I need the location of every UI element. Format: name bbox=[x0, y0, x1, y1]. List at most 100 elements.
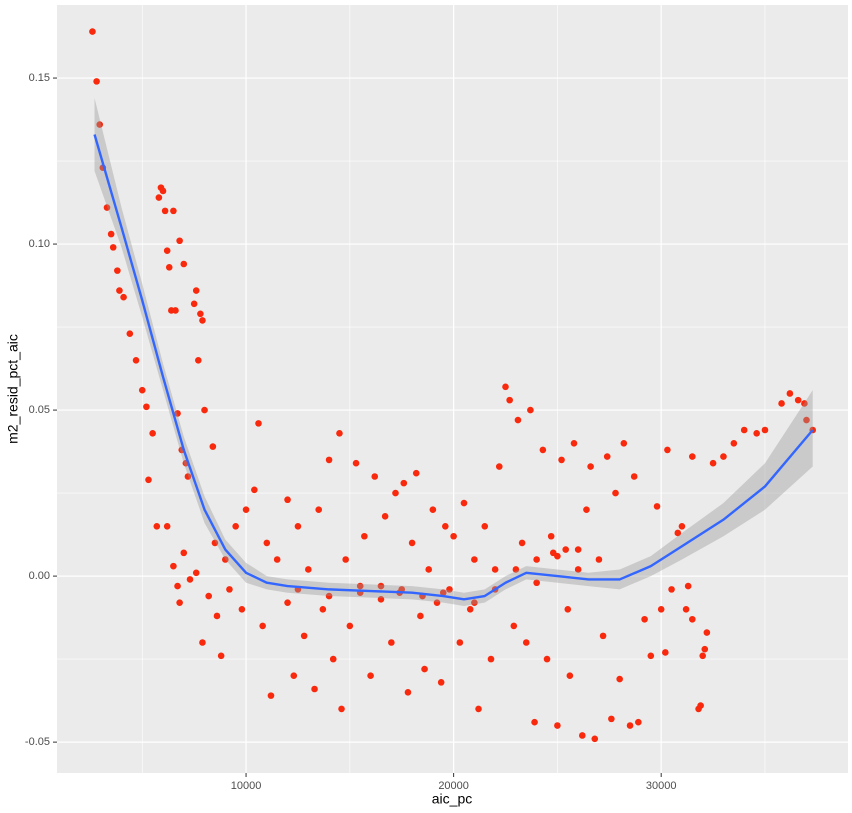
point bbox=[259, 622, 266, 630]
point bbox=[114, 267, 121, 274]
point bbox=[336, 430, 343, 437]
point bbox=[408, 539, 416, 547]
point bbox=[761, 426, 769, 434]
point bbox=[803, 416, 810, 424]
point bbox=[126, 330, 134, 338]
panel bbox=[57, 5, 848, 773]
point bbox=[255, 420, 262, 427]
point bbox=[205, 592, 212, 600]
point bbox=[547, 532, 555, 540]
point bbox=[143, 403, 150, 411]
point bbox=[180, 549, 188, 557]
y-tick-label: 0.00 bbox=[29, 570, 50, 582]
point bbox=[442, 522, 449, 530]
point bbox=[170, 207, 177, 215]
point bbox=[294, 522, 302, 530]
point bbox=[404, 689, 412, 696]
point bbox=[211, 539, 219, 547]
point bbox=[595, 556, 603, 563]
point bbox=[518, 539, 526, 547]
point bbox=[311, 685, 318, 693]
point bbox=[161, 207, 169, 215]
point bbox=[591, 735, 599, 743]
point bbox=[195, 356, 202, 364]
point bbox=[238, 606, 246, 613]
point bbox=[199, 639, 206, 646]
point bbox=[720, 453, 727, 460]
point bbox=[412, 469, 420, 477]
point bbox=[558, 456, 565, 464]
point bbox=[165, 264, 173, 271]
point bbox=[300, 632, 308, 640]
point bbox=[356, 582, 364, 590]
point bbox=[149, 430, 156, 437]
point bbox=[574, 566, 582, 573]
point bbox=[533, 556, 540, 563]
point bbox=[417, 612, 424, 620]
point bbox=[491, 566, 499, 573]
point bbox=[377, 582, 385, 590]
point bbox=[421, 665, 428, 673]
point bbox=[531, 718, 538, 726]
point bbox=[170, 562, 177, 570]
x-tick-label: 20000 bbox=[438, 780, 469, 792]
point bbox=[502, 383, 509, 391]
point bbox=[371, 473, 379, 480]
point bbox=[664, 446, 671, 454]
point bbox=[514, 416, 522, 424]
point bbox=[587, 463, 594, 470]
point bbox=[439, 589, 447, 597]
point bbox=[481, 522, 489, 530]
point bbox=[267, 692, 275, 699]
point bbox=[608, 715, 615, 723]
point bbox=[315, 506, 323, 513]
point bbox=[155, 194, 163, 201]
point bbox=[153, 522, 161, 530]
point bbox=[342, 556, 349, 563]
point bbox=[425, 566, 433, 573]
y-tick-label: -0.05 bbox=[25, 736, 50, 748]
point bbox=[626, 722, 634, 729]
point bbox=[689, 615, 696, 623]
point bbox=[647, 652, 655, 660]
point bbox=[352, 459, 360, 467]
point bbox=[460, 499, 468, 507]
point bbox=[392, 489, 399, 497]
y-tick-label: 0.15 bbox=[29, 72, 50, 84]
point bbox=[510, 622, 518, 630]
point bbox=[574, 546, 582, 553]
point bbox=[273, 556, 281, 563]
point bbox=[599, 632, 607, 640]
point bbox=[794, 396, 802, 404]
point bbox=[163, 247, 171, 255]
point bbox=[684, 582, 692, 590]
point bbox=[678, 522, 686, 530]
point bbox=[786, 390, 794, 397]
point bbox=[120, 293, 127, 301]
point bbox=[579, 732, 586, 739]
point bbox=[554, 722, 561, 729]
point bbox=[778, 400, 785, 407]
point bbox=[107, 230, 115, 238]
point bbox=[730, 439, 738, 447]
point bbox=[566, 672, 574, 680]
point bbox=[495, 463, 503, 470]
point bbox=[466, 606, 474, 613]
point bbox=[429, 506, 437, 513]
point bbox=[381, 513, 389, 520]
smooth-line bbox=[93, 134, 814, 601]
point bbox=[400, 479, 408, 487]
point bbox=[475, 705, 482, 713]
point bbox=[180, 260, 188, 268]
point bbox=[96, 121, 104, 128]
point bbox=[176, 599, 183, 606]
point bbox=[437, 679, 445, 686]
point bbox=[682, 606, 690, 613]
point bbox=[433, 599, 441, 606]
point bbox=[450, 532, 457, 540]
point bbox=[543, 655, 551, 663]
point bbox=[232, 522, 239, 530]
point bbox=[145, 476, 152, 484]
point bbox=[213, 612, 221, 620]
point bbox=[753, 430, 760, 437]
